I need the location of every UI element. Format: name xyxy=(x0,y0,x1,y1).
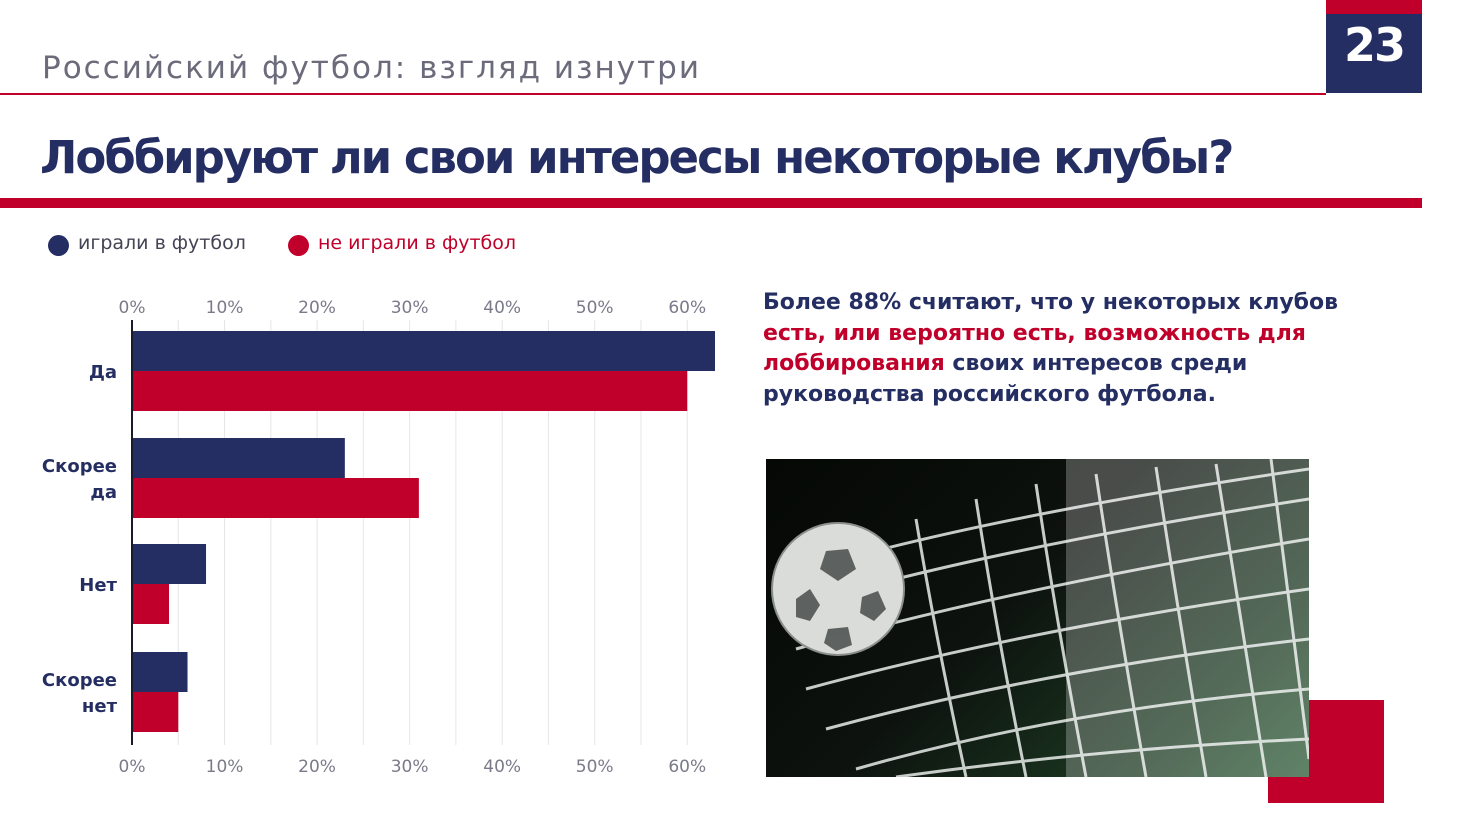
header-divider xyxy=(0,93,1326,95)
category-label: Да xyxy=(89,362,117,383)
x-tick-label-top: 10% xyxy=(206,298,244,318)
x-tick-label-top: 30% xyxy=(391,298,429,318)
net-illustration-icon xyxy=(771,459,1309,777)
football-net-photo xyxy=(766,459,1309,777)
x-tick-label-top: 20% xyxy=(298,298,336,318)
x-tick-label-top: 0% xyxy=(119,298,146,318)
category-label: Скорее нет xyxy=(42,670,118,717)
summary-part1: Более 88% считают, что у некоторых клубо… xyxy=(763,290,1339,315)
bar-played xyxy=(132,438,345,478)
x-tick-label-top: 50% xyxy=(576,298,614,318)
category-label: Скорее да xyxy=(42,456,117,503)
summary-part2: своих интересов среди руководства россий… xyxy=(763,351,1248,407)
legend-label-played: играли в футбол xyxy=(78,232,246,254)
summary-highlight: есть, или вероятно есть, возможность для… xyxy=(763,320,1306,377)
page-number-badge: 23 xyxy=(1326,0,1422,93)
x-tick-label-bottom: 40% xyxy=(483,757,521,777)
title-divider xyxy=(0,198,1422,208)
bar-played xyxy=(132,331,715,371)
x-tick-label-bottom: 10% xyxy=(206,757,244,777)
x-tick-label-bottom: 0% xyxy=(119,757,146,777)
category-label: Нет xyxy=(79,575,117,596)
bar-not-played xyxy=(132,692,179,732)
x-tick-label-bottom: 30% xyxy=(391,757,429,777)
x-tick-label-bottom: 60% xyxy=(668,757,706,777)
x-tick-label-bottom: 20% xyxy=(298,757,336,777)
bar-played xyxy=(132,652,188,692)
x-tick-label-top: 40% xyxy=(483,298,521,318)
bar-not-played xyxy=(132,584,170,624)
legend-dot-red-icon xyxy=(288,235,309,256)
legend-dot-navy-icon xyxy=(48,235,69,256)
bar-not-played xyxy=(132,371,688,411)
header-title: Российский футбол: взгляд изнутри xyxy=(42,50,701,86)
bar-chart: 0% 0% 10% 10% 20% 20% 30% 30% 40% 40% 50% 50% 60% 60%… xyxy=(42,298,715,777)
page-number: 23 xyxy=(1343,18,1406,72)
bar-played xyxy=(132,544,207,584)
x-tick-label-bottom: 50% xyxy=(576,757,614,777)
bar-not-played xyxy=(132,478,419,518)
slide-title: Лоббируют ли свои интересы некоторые клу… xyxy=(40,131,1234,184)
summary-text: Более 88% считают, что у некоторых клубо… xyxy=(763,288,1403,410)
page-number-accent xyxy=(1326,0,1422,14)
legend-label-not-played: не играли в футбол xyxy=(318,232,516,254)
x-tick-label-top: 60% xyxy=(668,298,706,318)
